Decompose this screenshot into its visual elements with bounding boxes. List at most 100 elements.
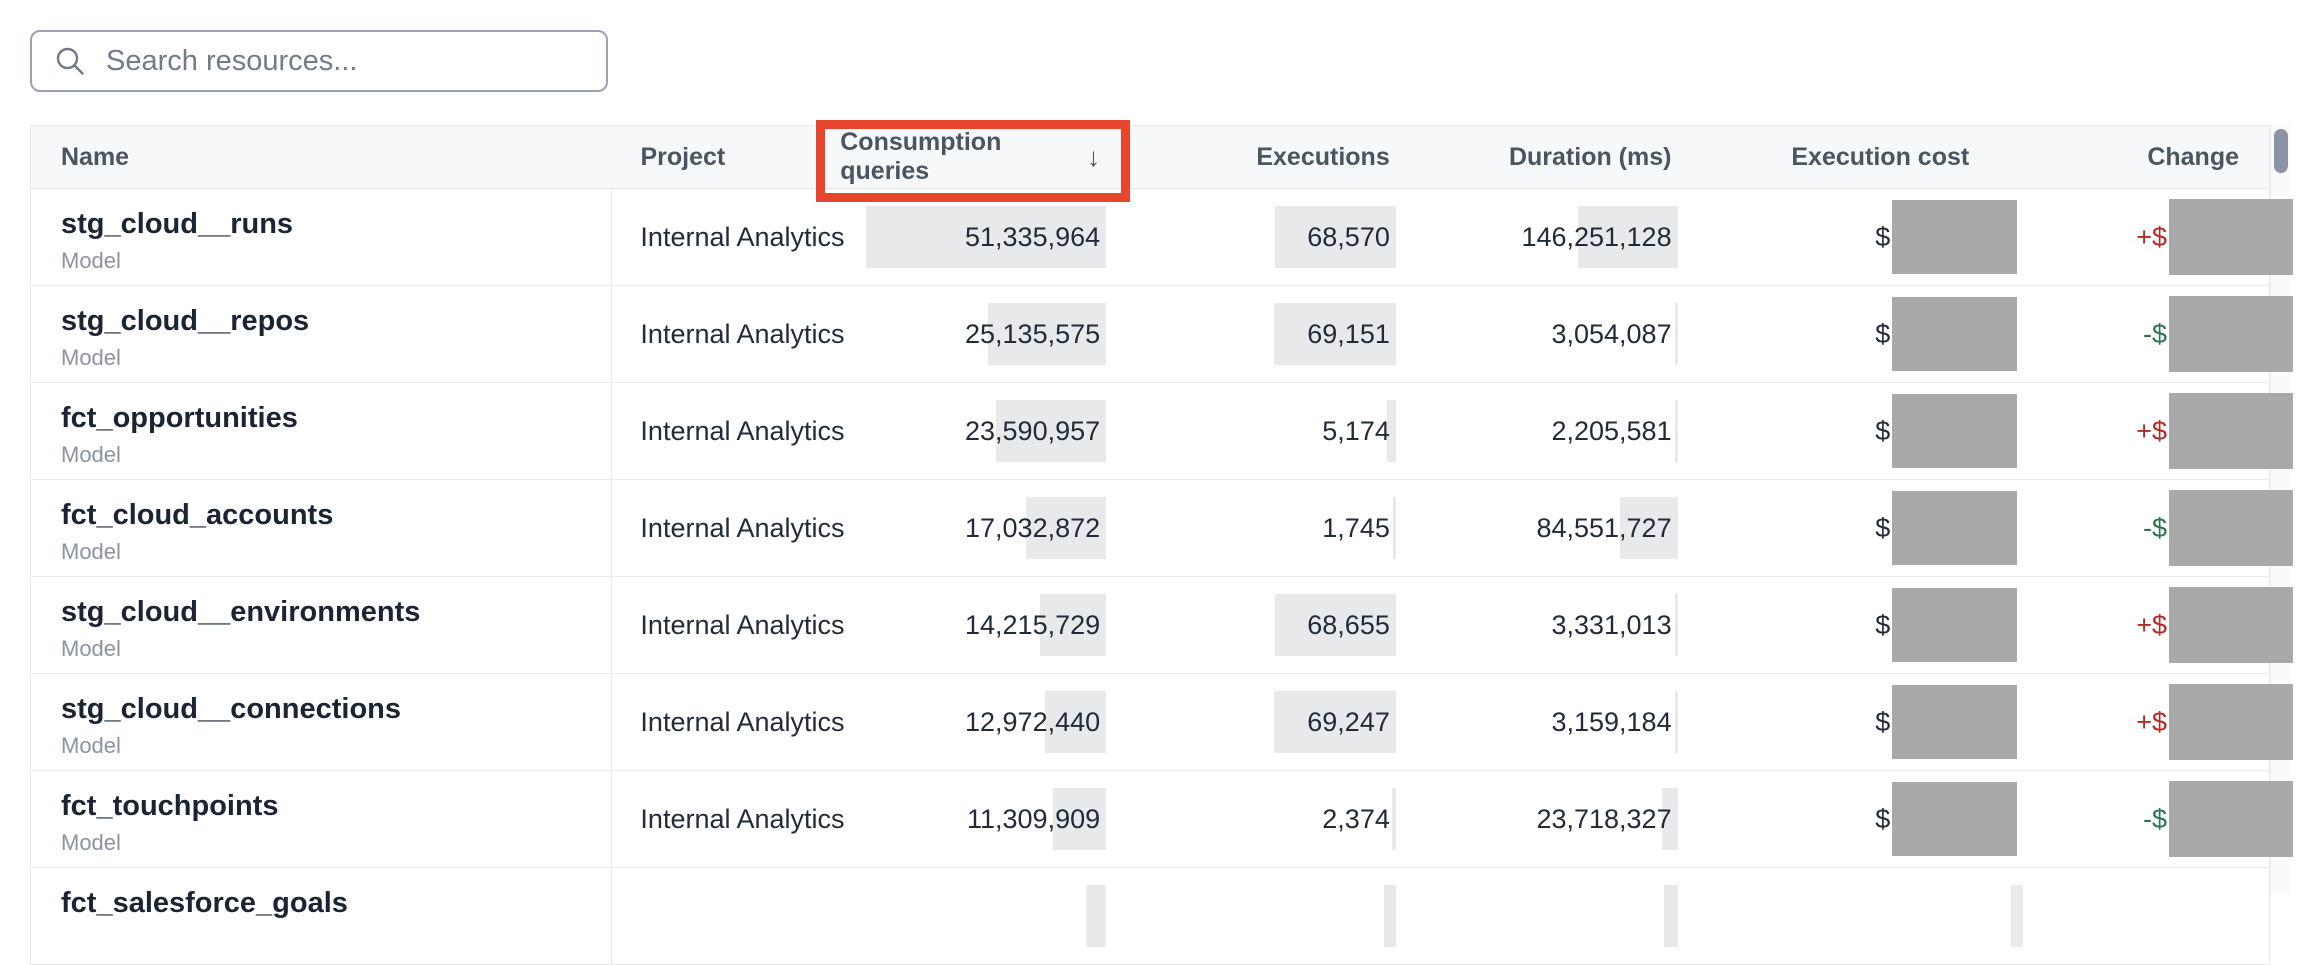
executions-cell: 69,151 xyxy=(1130,286,1420,382)
search-box[interactable] xyxy=(30,30,608,92)
change-redaction-box xyxy=(2169,587,2293,663)
cost-currency-symbol: $ xyxy=(1875,318,1891,349)
duration-cell: 3,331,013 xyxy=(1420,577,1700,673)
project-name: Internal Analytics xyxy=(640,221,845,252)
project-cell: Internal Analytics xyxy=(612,383,844,479)
consumption-magnitude-bar xyxy=(1040,594,1107,656)
cost-magnitude-bar xyxy=(2011,885,2024,947)
project-cell: Internal Analytics xyxy=(612,286,844,382)
duration-value: 2,205,581 xyxy=(1551,415,1672,446)
resource-name[interactable]: fct_cloud_accounts xyxy=(61,499,334,531)
column-header-executions[interactable]: Executions xyxy=(1130,143,1420,172)
table-row[interactable]: fct_touchpoints Model Internal Analytics 11… xyxy=(31,771,2293,868)
cost-redaction-box xyxy=(1892,588,2018,662)
consumption-cell: 12,972,440 xyxy=(840,674,1130,770)
change-decrease-prefix: -$ xyxy=(2142,318,2167,349)
executions-magnitude-bar xyxy=(1392,497,1396,559)
table-row[interactable]: stg_cloud__repos Model Internal Analytics 2… xyxy=(31,286,2293,383)
name-cell: stg_cloud__connections Model xyxy=(31,674,613,770)
execution-cost-cell: $ xyxy=(1700,577,2030,673)
project-cell: Internal Analytics xyxy=(612,674,844,770)
project-name: Internal Analytics xyxy=(640,706,845,737)
cost-redaction-box xyxy=(1892,394,2018,468)
consumption-magnitude-bar xyxy=(1045,691,1107,753)
column-header-duration[interactable]: Duration (ms) xyxy=(1420,143,1700,172)
executions-magnitude-bar xyxy=(1391,788,1396,850)
cost-redaction-box xyxy=(1892,782,2018,856)
change-increase-prefix: +$ xyxy=(2136,415,2167,446)
project-name: Internal Analytics xyxy=(640,609,845,640)
executions-value: 2,374 xyxy=(1322,803,1390,834)
change-cell: +$ xyxy=(2029,577,2293,673)
cost-redaction-box xyxy=(1892,491,2018,565)
cost-redaction-box xyxy=(1892,297,2018,371)
execution-cost-cell xyxy=(1700,868,2030,964)
project-name: Internal Analytics xyxy=(640,318,845,349)
consumption-magnitude-bar xyxy=(1026,497,1107,559)
table-row[interactable]: fct_cloud_accounts Model Internal Analytic… xyxy=(31,480,2293,577)
consumption-magnitude-bar xyxy=(988,303,1107,365)
resource-type: Model xyxy=(61,733,121,758)
search-input[interactable] xyxy=(104,43,588,79)
resource-name[interactable]: stg_cloud__repos xyxy=(61,305,310,337)
consumption-magnitude-bar xyxy=(866,206,1107,268)
name-cell: stg_cloud__environments Model xyxy=(31,577,613,673)
column-header-cost[interactable]: Execution cost xyxy=(1699,143,2029,172)
consumption-cell xyxy=(840,868,1130,964)
duration-value: 3,054,087 xyxy=(1551,318,1672,349)
execution-cost-cell: $ xyxy=(1700,286,2030,382)
table-row[interactable]: stg_cloud__connections Model Internal Anal… xyxy=(31,674,2293,771)
resource-type: Model xyxy=(61,830,121,855)
change-redaction-box xyxy=(2169,490,2293,566)
project-cell: Internal Analytics xyxy=(612,480,844,576)
name-cell: fct_touchpoints Model xyxy=(31,771,613,867)
executions-cell: 69,247 xyxy=(1130,674,1420,770)
project-name: Internal Analytics xyxy=(640,512,845,543)
cost-currency-symbol: $ xyxy=(1875,512,1891,543)
executions-magnitude-bar xyxy=(1273,691,1396,753)
duration-value: 3,331,013 xyxy=(1551,609,1672,640)
name-cell: stg_cloud__runs Model xyxy=(31,189,613,285)
table-row[interactable]: fct_opportunities Model Internal Analytics… xyxy=(31,383,2293,480)
resource-name[interactable]: stg_cloud__environments xyxy=(61,596,421,628)
executions-cell: 68,570 xyxy=(1130,189,1420,285)
cost-currency-symbol: $ xyxy=(1875,221,1891,252)
executions-value: 69,151 xyxy=(1307,318,1390,349)
resource-type: Model xyxy=(61,248,121,273)
column-header-change[interactable]: Change xyxy=(2029,143,2269,172)
column-header-name[interactable]: Name xyxy=(31,143,612,172)
change-decrease-prefix: -$ xyxy=(2142,803,2167,834)
executions-magnitude-bar xyxy=(1386,400,1396,462)
resource-name[interactable]: fct_opportunities xyxy=(61,402,298,434)
change-cell: +$ xyxy=(2029,674,2293,770)
executions-cell: 5,174 xyxy=(1130,383,1420,479)
table-row[interactable]: stg_cloud__environments Model Internal Ana… xyxy=(31,577,2293,674)
duration-magnitude-bar xyxy=(1577,206,1678,268)
table-body: stg_cloud__runs Model Internal Analytics 51… xyxy=(31,189,2293,965)
resource-type: Model xyxy=(61,539,121,564)
resource-type: Model xyxy=(61,636,121,661)
column-header-consumption[interactable]: Consumption queries ↓ xyxy=(840,128,1130,186)
table-row[interactable]: stg_cloud__runs Model Internal Analytics 51… xyxy=(31,189,2293,286)
execution-cost-cell: $ xyxy=(1700,771,2030,867)
column-header-project[interactable]: Project xyxy=(612,143,840,172)
change-redaction-box xyxy=(2169,684,2293,760)
executions-cell: 68,655 xyxy=(1130,577,1420,673)
duration-cell: 23,718,327 xyxy=(1420,771,1700,867)
resource-name[interactable]: stg_cloud__runs xyxy=(61,208,294,240)
resource-name[interactable]: stg_cloud__connections xyxy=(61,693,402,725)
name-cell: fct_salesforce_goals xyxy=(31,868,613,964)
name-cell: fct_opportunities Model xyxy=(31,383,613,479)
duration-value: 23,718,327 xyxy=(1536,803,1672,834)
consumption-cell: 14,215,729 xyxy=(840,577,1130,673)
scrollbar-thumb[interactable] xyxy=(2274,129,2288,173)
cost-currency-symbol: $ xyxy=(1875,706,1891,737)
table-row-partial[interactable]: fct_salesforce_goals xyxy=(31,868,2269,965)
duration-magnitude-bar xyxy=(1661,788,1678,850)
column-header-label: Name xyxy=(61,142,130,171)
duration-magnitude-bar xyxy=(1619,497,1678,559)
resource-name[interactable]: fct_salesforce_goals xyxy=(61,887,348,919)
duration-value: 84,551,727 xyxy=(1536,512,1672,543)
resource-name[interactable]: fct_touchpoints xyxy=(61,790,279,822)
column-header-label: Change xyxy=(2147,142,2239,171)
